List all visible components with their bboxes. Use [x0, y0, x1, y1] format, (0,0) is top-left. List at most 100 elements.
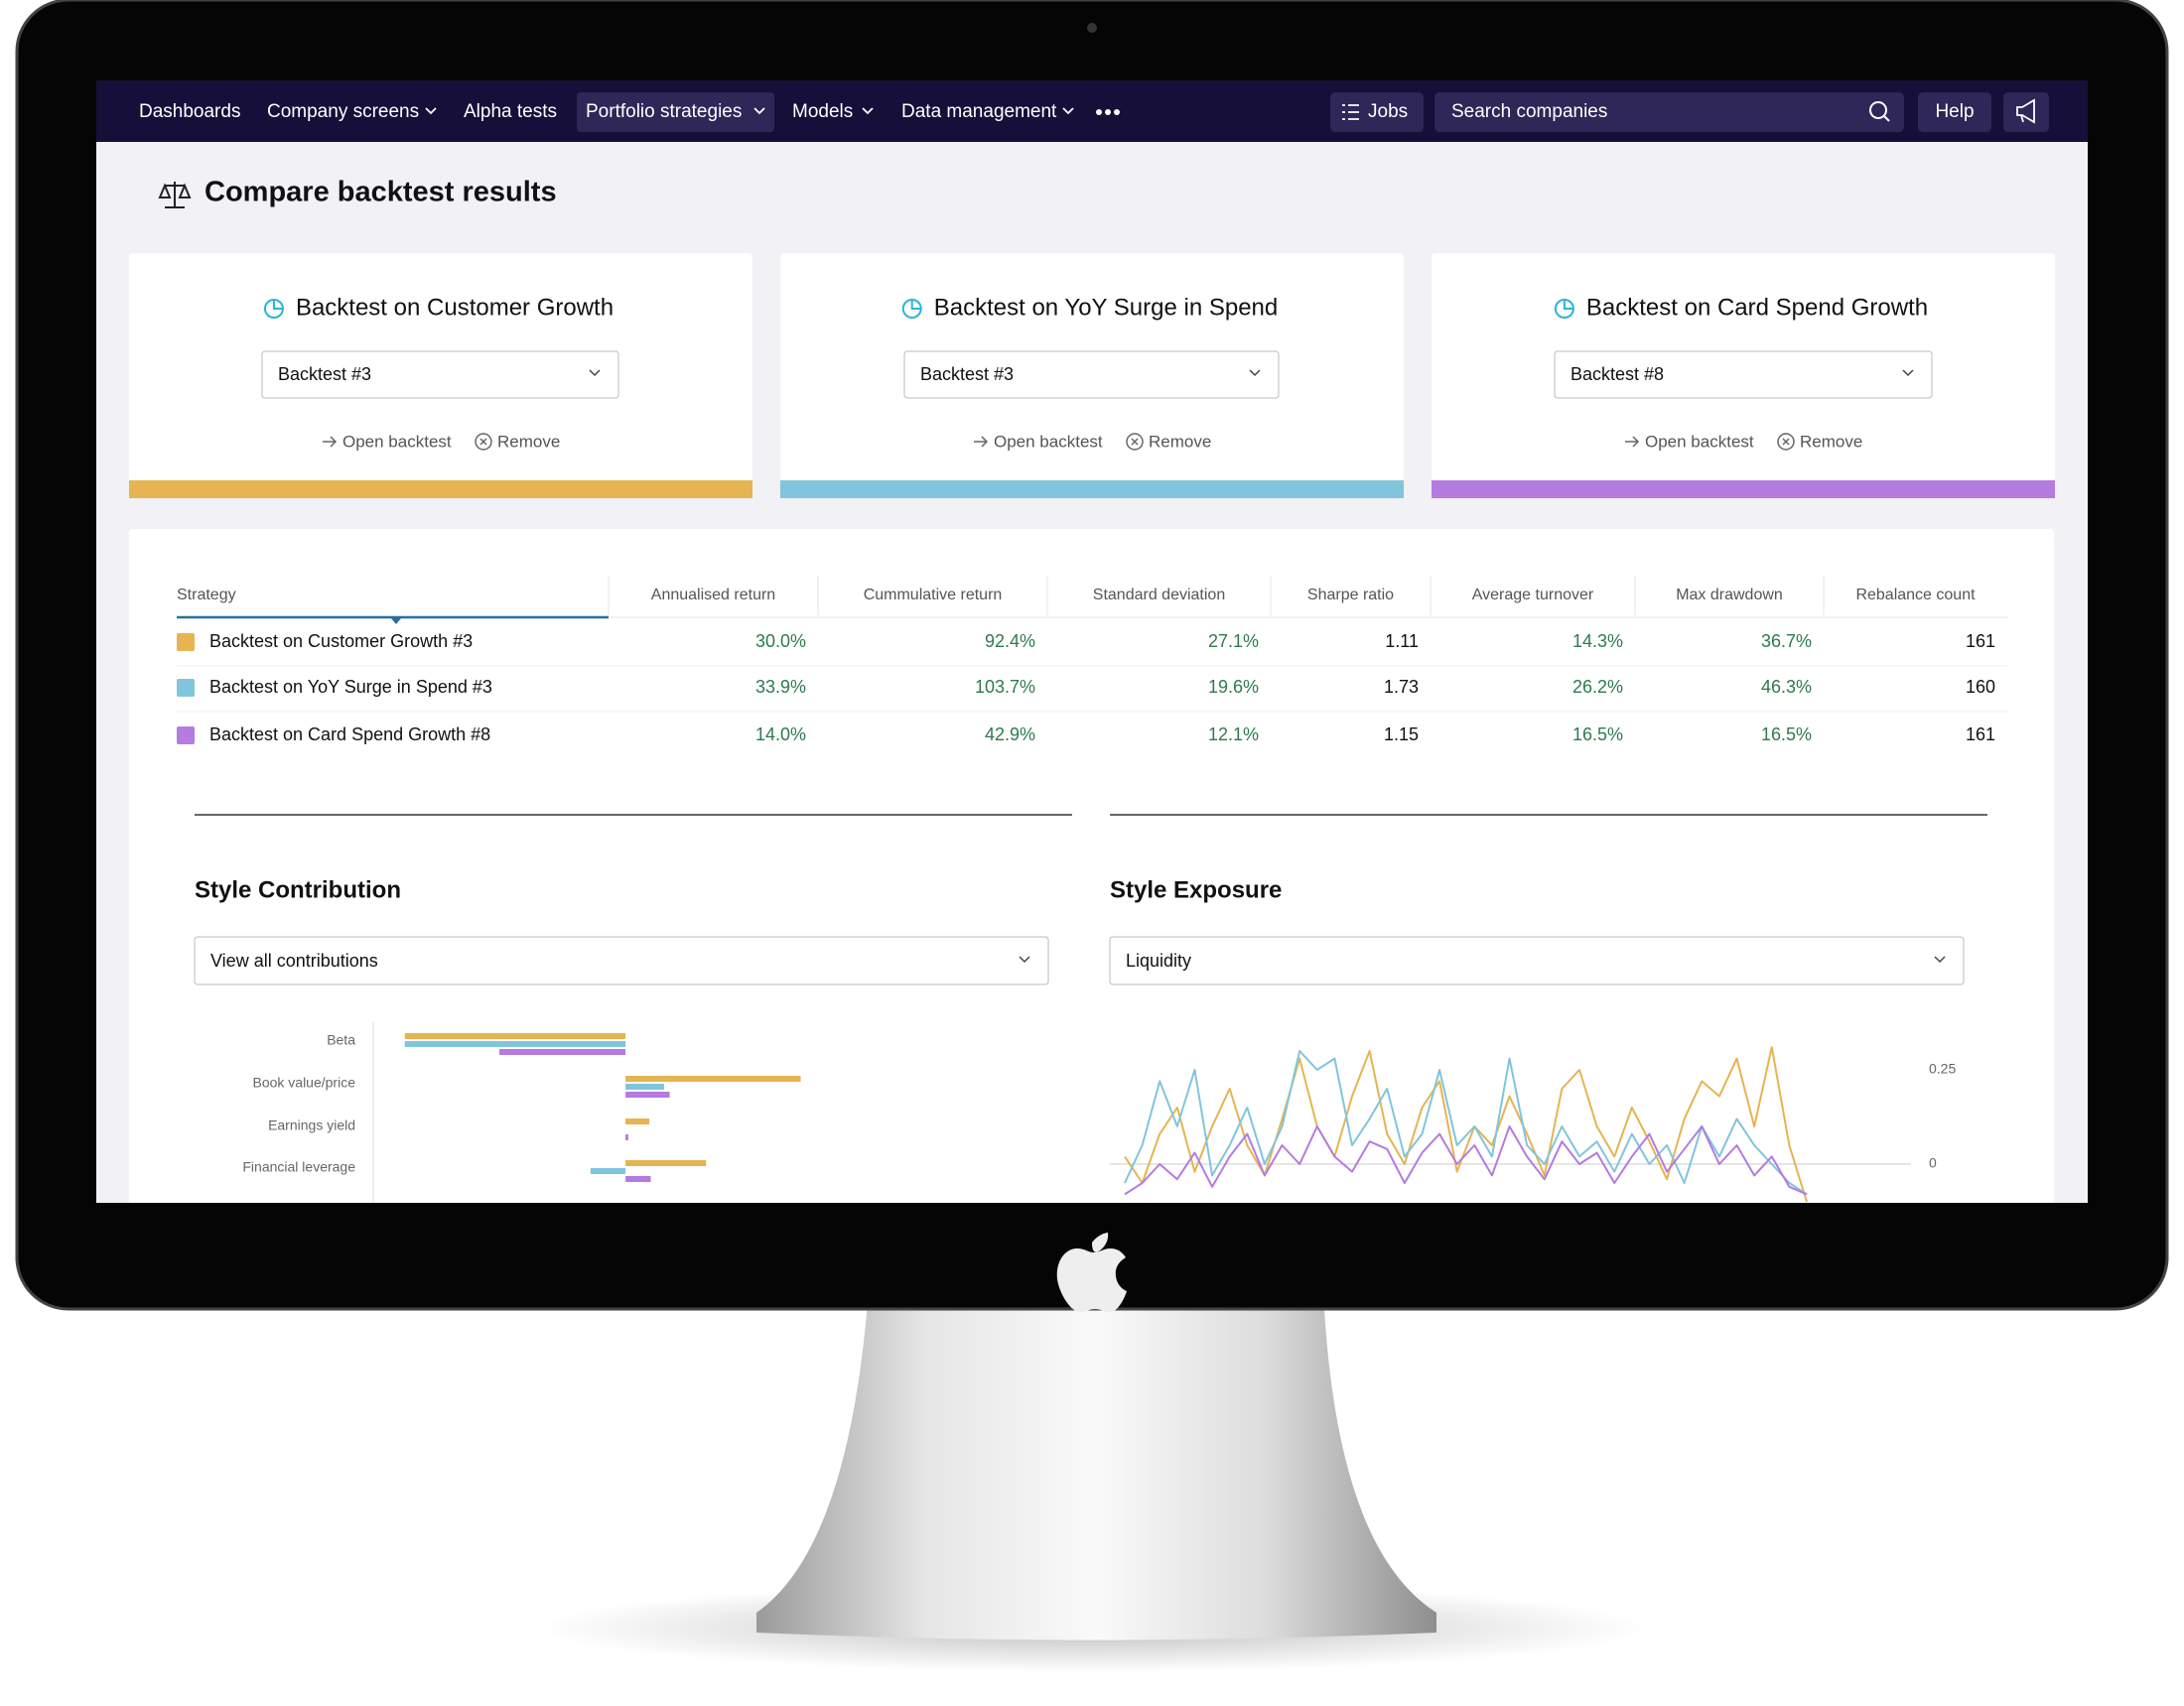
dropdown[interactable]: [1109, 936, 1965, 985]
cell: 42.9%: [985, 724, 1035, 744]
table-header: Cummulative return: [864, 587, 1003, 603]
dropdown[interactable]: [194, 936, 1049, 985]
select[interactable]: [1554, 350, 1933, 399]
row-swatch: [177, 726, 195, 744]
row-swatch: [177, 679, 195, 697]
nav-item[interactable]: Alpha tests: [464, 101, 557, 122]
y-tick-label: Earnings yield: [268, 1117, 355, 1133]
table-header: Strategy: [177, 587, 236, 603]
series-line: [1124, 1125, 1808, 1196]
sort-caret: [391, 618, 401, 624]
cell: 26.2%: [1572, 677, 1623, 697]
card-title: Backtest on YoY Surge in Spend: [934, 294, 1279, 321]
bar: [625, 1092, 670, 1098]
section-title: Style Exposure: [1110, 876, 1282, 903]
megaphone-icon: [2016, 98, 2035, 124]
nav-item[interactable]: Dashboards: [139, 101, 240, 122]
nav-item[interactable]: Portfolio strategies: [586, 101, 742, 122]
chevron: [589, 369, 601, 377]
bar: [404, 1033, 626, 1039]
nav-item[interactable]: Models: [792, 101, 853, 122]
cell: 46.3%: [1761, 677, 1812, 697]
help-label: Help: [1935, 101, 1974, 122]
bar: [499, 1049, 626, 1055]
search-box[interactable]: [1434, 92, 1904, 132]
open-link[interactable]: Open backtest: [994, 432, 1103, 451]
y-tick-label: 0: [1929, 1155, 1937, 1171]
open-link[interactable]: Open backtest: [342, 432, 452, 451]
nav-item[interactable]: Company screens: [267, 101, 419, 122]
y-tick-label: Book value/price: [252, 1075, 355, 1091]
select[interactable]: [903, 350, 1280, 399]
open-link[interactable]: Open backtest: [1645, 432, 1754, 451]
select-value: Backtest #3: [278, 364, 371, 384]
section-title: Style Contribution: [195, 876, 401, 903]
scale-icon: [158, 182, 192, 208]
y-tick-label: Beta: [327, 1032, 355, 1048]
nav-item[interactable]: Data management: [901, 101, 1057, 122]
table-header: Max drawdown: [1676, 587, 1783, 603]
cell: 27.1%: [1208, 631, 1259, 651]
series-line: [1124, 1046, 1808, 1203]
jobs-icon: [1342, 104, 1359, 120]
dropdown-value: Liquidity: [1126, 951, 1191, 971]
remove-icon: [1777, 433, 1795, 451]
cell: 92.4%: [985, 631, 1035, 651]
table-header: Average turnover: [1472, 587, 1594, 603]
bar: [625, 1076, 801, 1082]
chevron: [1249, 369, 1261, 377]
bar: [625, 1176, 651, 1182]
cell: 1.73: [1384, 677, 1419, 697]
help-button[interactable]: [1918, 92, 1991, 132]
remove-icon: [1126, 433, 1144, 451]
chevron: [1062, 107, 1074, 115]
card-icon: [1563, 300, 1573, 310]
remove-link[interactable]: Remove: [497, 432, 560, 451]
card-color-bar: [780, 480, 1404, 498]
cell: 33.9%: [755, 677, 806, 697]
camera: [1087, 23, 1097, 33]
cell: 161: [1966, 631, 1995, 651]
table-header: Rebalance count: [1855, 587, 1976, 603]
table-header: Annualised return: [651, 587, 775, 603]
select[interactable]: [261, 350, 619, 399]
card-color-bar: [129, 480, 752, 498]
jobs-button[interactable]: [1330, 92, 1424, 132]
announce-button[interactable]: [2003, 92, 2049, 132]
apple-logo: [1056, 1233, 1127, 1313]
select-value: Backtest #8: [1570, 364, 1664, 384]
series-line: [1124, 1050, 1808, 1196]
cell: 16.5%: [1761, 724, 1812, 744]
cell: 30.0%: [755, 631, 806, 651]
remove-icon: [479, 438, 487, 446]
table-header: Sharpe ratio: [1307, 587, 1394, 603]
cell: 161: [1966, 724, 1995, 744]
card-title: Backtest on Customer Growth: [296, 294, 614, 321]
arrow-icon: [1625, 436, 1640, 448]
cell: 14.0%: [755, 724, 806, 744]
remove-link[interactable]: Remove: [1800, 432, 1862, 451]
y-tick-label: Financial leverage: [242, 1159, 355, 1175]
cell: 1.11: [1385, 631, 1419, 651]
chevron: [862, 107, 874, 115]
chevron: [425, 107, 437, 115]
bar: [404, 1041, 626, 1047]
more-dots[interactable]: [1096, 109, 1120, 115]
chevron: [1934, 956, 1946, 964]
remove-icon: [1131, 438, 1139, 446]
bar: [625, 1084, 664, 1090]
cell: Backtest on Customer Growth #3: [209, 631, 473, 651]
cell: 103.7%: [975, 677, 1035, 697]
search-placeholder: Search companies: [1451, 101, 1607, 122]
stand: [756, 1290, 1436, 1640]
table-header: Standard deviation: [1093, 587, 1225, 603]
cell: 19.6%: [1208, 677, 1259, 697]
arrow-icon: [974, 436, 989, 448]
remove-link[interactable]: Remove: [1149, 432, 1211, 451]
select-value: Backtest #3: [920, 364, 1014, 384]
nav-active[interactable]: [577, 92, 774, 132]
chevron: [1019, 956, 1030, 964]
y-tick-label: 0.25: [1929, 1061, 1956, 1077]
